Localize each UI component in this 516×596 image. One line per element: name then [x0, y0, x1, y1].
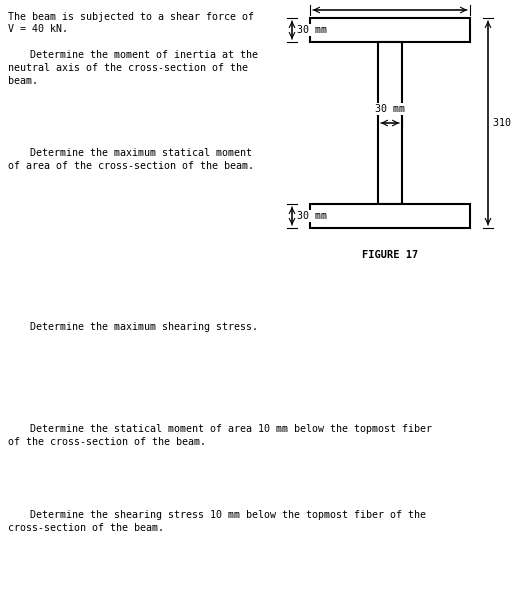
Text: V = 40 kN.: V = 40 kN. — [8, 24, 68, 34]
Text: FIGURE 17: FIGURE 17 — [362, 250, 418, 260]
Text: 30 mm: 30 mm — [297, 211, 327, 221]
Text: 30 mm: 30 mm — [297, 25, 327, 35]
Text: neutral axis of the cross-section of the: neutral axis of the cross-section of the — [8, 63, 248, 73]
Bar — [310, 204, 470, 228]
Text: Determine the shearing stress 10 mm below the topmost fiber of the: Determine the shearing stress 10 mm belo… — [30, 510, 426, 520]
Text: of the cross-section of the beam.: of the cross-section of the beam. — [8, 437, 206, 447]
Text: The beam is subjected to a shear force of: The beam is subjected to a shear force o… — [8, 12, 254, 22]
Text: cross-section of the beam.: cross-section of the beam. — [8, 523, 164, 533]
Bar — [310, 18, 470, 42]
Text: 30 mm: 30 mm — [375, 104, 405, 114]
Text: beam.: beam. — [8, 76, 38, 86]
Bar — [378, 42, 402, 204]
Text: 200 mm: 200 mm — [372, 0, 408, 1]
Text: Determine the maximum statical moment: Determine the maximum statical moment — [30, 148, 252, 158]
Text: 310 mm: 310 mm — [493, 118, 516, 128]
Text: Determine the maximum shearing stress.: Determine the maximum shearing stress. — [30, 322, 258, 332]
Text: Determine the statical moment of area 10 mm below the topmost fiber: Determine the statical moment of area 10… — [30, 424, 432, 434]
Text: of area of the cross-section of the beam.: of area of the cross-section of the beam… — [8, 161, 254, 171]
Text: Determine the moment of inertia at the: Determine the moment of inertia at the — [30, 50, 258, 60]
